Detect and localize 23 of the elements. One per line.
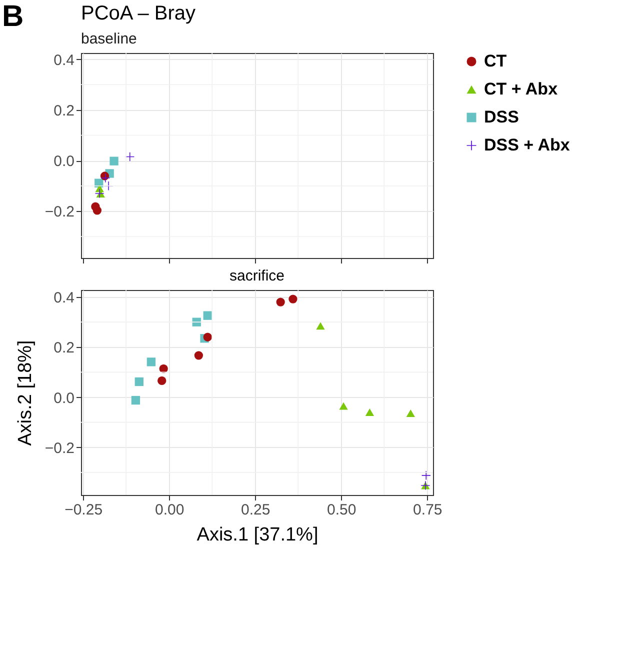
x-tick-label: 0.75 [413,502,442,518]
legend-label: DSS [484,108,519,126]
x-tick-label: 0.00 [154,502,184,518]
legend-label: CT + Abx [484,80,558,98]
y-tick-label: 0.0 [54,390,74,407]
y-tick-label: 0.2 [54,340,74,357]
chart-title: sacrifice [229,268,285,285]
chart-title: PCoA – Bray [81,2,196,24]
x-tick-label: 0.50 [327,502,356,518]
text: B [2,0,24,34]
x-tick-label: −0.25 [64,502,103,518]
chart-subtitle: baseline [81,30,137,48]
y-tick-label: −0.2 [44,440,74,457]
y-tick-label: 0.4 [54,52,74,69]
y-tick-label: 0.4 [54,290,74,307]
legend-label: CT [484,52,508,70]
y-tick-label: 0.0 [54,153,74,170]
y-axis-title: Axis.2 [18%] [14,340,36,446]
x-axis-title: Axis.1 [37.1%] [196,524,318,546]
y-tick-label: 0.2 [54,102,74,120]
y-tick-label: −0.2 [44,204,74,221]
x-tick-label: 0.25 [241,502,270,518]
legend-label: DSS + Abx [484,136,570,154]
